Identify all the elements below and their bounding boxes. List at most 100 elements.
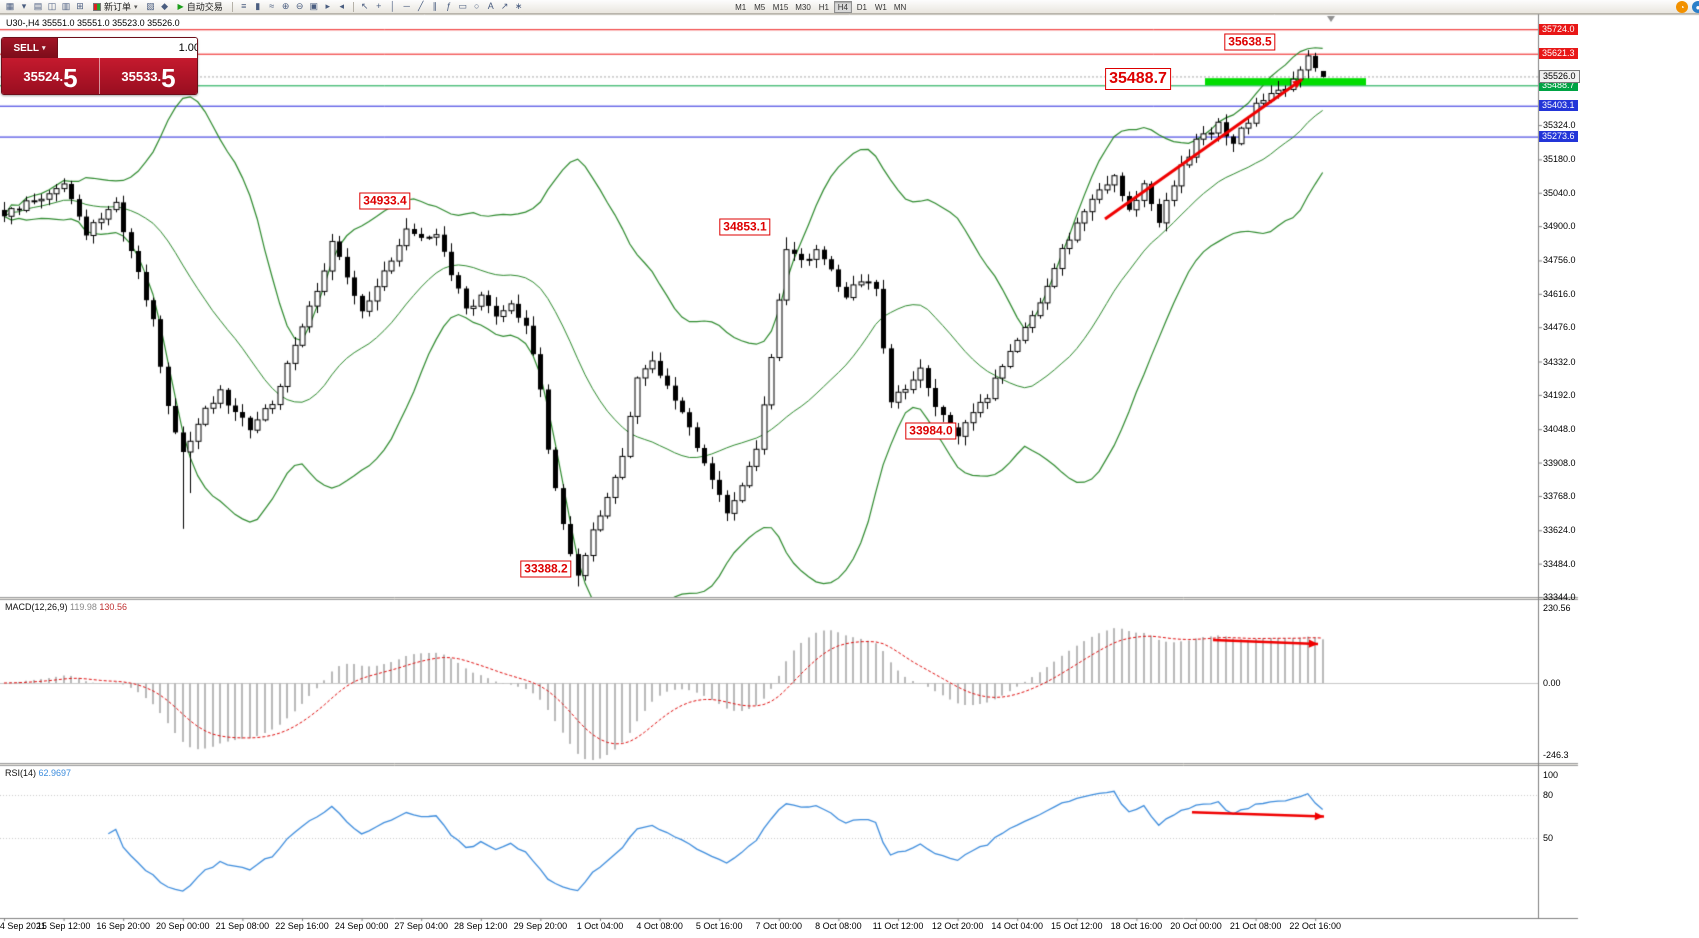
time-axis-label: 24 Sep 00:00 bbox=[334, 921, 389, 931]
time-axis-label: 12 Oct 20:00 bbox=[931, 921, 984, 931]
bars-chart-icon[interactable]: ≡ bbox=[241, 1, 247, 12]
caret-down-icon: ▾ bbox=[42, 45, 46, 52]
price-axis-label: 34192.0 bbox=[1543, 389, 1576, 400]
toolbar-tester-icons: ▧ ◆ bbox=[144, 1, 172, 13]
timeframe-button-m15[interactable]: M15 bbox=[772, 2, 789, 12]
price-divider bbox=[99, 58, 100, 94]
metaeditor-icon[interactable]: ◆ bbox=[161, 1, 168, 11]
price-annotation[interactable]: 34853.1 bbox=[719, 218, 771, 236]
cursor-icon[interactable]: ↖ bbox=[360, 1, 369, 12]
level-price-label: 35403.1 bbox=[1539, 100, 1578, 112]
text-icon[interactable]: A bbox=[487, 1, 494, 12]
timeframe-button-m30[interactable]: M30 bbox=[795, 2, 811, 12]
macd-indicator-label: MACD(12,26,9) 119.98 130.56 bbox=[5, 602, 127, 612]
price-annotation[interactable]: 33984.0 bbox=[905, 422, 957, 440]
level-price-label: 35488.7 bbox=[1539, 79, 1578, 91]
price-annotation[interactable]: 35488.7 bbox=[1105, 68, 1171, 91]
timeframe-button-h1[interactable]: H1 bbox=[818, 2, 829, 12]
timeframe-button-d1[interactable]: D1 bbox=[856, 2, 867, 12]
new-order-icon bbox=[93, 2, 101, 11]
arrow-tool-icon[interactable]: ↗ bbox=[500, 1, 509, 12]
time-axis-label: 21 Sep 08:00 bbox=[215, 921, 270, 931]
candles-chart-icon[interactable]: ▮ bbox=[255, 1, 261, 12]
price-axis-label: 33908.0 bbox=[1543, 457, 1576, 468]
time-axis-label: 21 Oct 08:00 bbox=[1229, 921, 1282, 931]
channel-icon[interactable]: ∥ bbox=[432, 1, 437, 12]
buy-price-big: 5 bbox=[161, 63, 176, 93]
timeframe-button-mn[interactable]: MN bbox=[893, 2, 907, 12]
rectangle-icon[interactable]: ▭ bbox=[458, 1, 467, 12]
volume-stepper: ▴ ▾ bbox=[57, 38, 197, 58]
time-axis-label: 28 Sep 12:00 bbox=[454, 921, 508, 931]
autotrading-button[interactable]: ▶ 自动交易 bbox=[173, 0, 228, 13]
price-annotation[interactable]: 33388.2 bbox=[520, 560, 572, 578]
time-axis-label: 8 Oct 08:00 bbox=[815, 921, 862, 931]
timeframe-button-h4[interactable]: H4 bbox=[833, 0, 852, 13]
crosshair-icon[interactable]: + bbox=[376, 1, 382, 12]
price-annotation[interactable]: 34933.4 bbox=[359, 192, 411, 210]
time-axis-label: 20 Oct 00:00 bbox=[1170, 921, 1222, 931]
market-watch-icon[interactable]: ▤ bbox=[33, 1, 43, 11]
new-order-button[interactable]: 新订单 ▾ bbox=[88, 0, 143, 13]
data-window-icon[interactable]: ◫ bbox=[47, 1, 57, 11]
volume-input[interactable] bbox=[58, 42, 197, 54]
macd-main-value: 119.98 bbox=[70, 602, 97, 612]
caret-down-icon: ▾ bbox=[134, 3, 138, 11]
time-axis-label: 18 Oct 16:00 bbox=[1110, 921, 1163, 931]
level-price-label: 35273.6 bbox=[1539, 131, 1578, 143]
price-axis-label: 33484.0 bbox=[1543, 558, 1576, 569]
strategy-tester-icon[interactable]: ▧ bbox=[146, 1, 155, 11]
price-axis-label: 35180.0 bbox=[1543, 154, 1576, 165]
toolbar-separator bbox=[231, 1, 233, 12]
buy-price[interactable]: 35533. 5 bbox=[100, 58, 197, 94]
profiles-icon[interactable]: ▾ bbox=[21, 1, 27, 11]
time-axis-label: 7 Oct 00:00 bbox=[755, 921, 803, 931]
fibonacci-icon[interactable]: ƒ bbox=[446, 1, 452, 12]
vertical-line-icon[interactable]: │ bbox=[389, 1, 396, 12]
price-axis-label: 34756.0 bbox=[1543, 255, 1576, 266]
auto-scroll-icon[interactable]: ▸ bbox=[325, 1, 330, 12]
time-axis-label: 14 Sep 2021 bbox=[0, 921, 46, 931]
time-axis-label: 11 Oct 12:00 bbox=[872, 921, 924, 931]
indicators-icon[interactable]: ∗ bbox=[514, 1, 523, 12]
time-axis-label: 29 Sep 20:00 bbox=[513, 921, 568, 931]
time-axis-label: 1 Oct 04:00 bbox=[576, 921, 624, 931]
navigator-icon[interactable]: ▥ bbox=[61, 1, 71, 11]
time-axis-label: 15 Oct 12:00 bbox=[1051, 921, 1103, 931]
tile-windows-icon[interactable]: ▣ bbox=[309, 1, 318, 12]
sell-button[interactable]: SELL ▾ bbox=[2, 38, 57, 58]
broker-badge-icon[interactable]: ◔ bbox=[1676, 1, 1688, 13]
current-price-label: 35526.0 bbox=[1539, 69, 1580, 83]
notification-badge-icon[interactable]: ● bbox=[1692, 1, 1699, 13]
sell-price[interactable]: 35524. 5 bbox=[2, 58, 99, 94]
macd-axis-label: -246.3 bbox=[1543, 750, 1569, 760]
line-chart-icon[interactable]: ≈ bbox=[269, 1, 275, 12]
toolbar-drawing-icons: ↖ + │ ─ ╱ ∥ ƒ ▭ ○ A ↗ ∗ bbox=[358, 0, 526, 13]
timeframe-button-m1[interactable]: M1 bbox=[735, 2, 747, 12]
price-axis-label: 34476.0 bbox=[1543, 322, 1576, 333]
price-annotation[interactable]: 35638.5 bbox=[1224, 33, 1276, 51]
timeframe-button-m5[interactable]: M5 bbox=[754, 2, 766, 12]
price-axis-label: 35324.0 bbox=[1543, 120, 1576, 131]
buy-price-main: 35533. bbox=[121, 69, 162, 84]
horizontal-line-icon[interactable]: ─ bbox=[403, 1, 410, 12]
rsi-value: 62.9697 bbox=[38, 768, 72, 778]
timeframe-button-w1[interactable]: W1 bbox=[874, 2, 887, 12]
terminal-icon[interactable]: ⊞ bbox=[76, 1, 84, 11]
price-axis-label: 33768.0 bbox=[1543, 490, 1576, 501]
time-axis-label: 22 Sep 16:00 bbox=[275, 921, 329, 931]
zoom-out-icon[interactable]: ⊖ bbox=[295, 1, 304, 12]
ellipse-icon[interactable]: ○ bbox=[473, 1, 480, 12]
price-axis-label: 34616.0 bbox=[1543, 288, 1576, 299]
chart-shift-icon[interactable]: ◂ bbox=[339, 1, 344, 12]
trendline-icon[interactable]: ╱ bbox=[417, 1, 424, 12]
zoom-in-icon[interactable]: ⊕ bbox=[281, 1, 290, 12]
macd-axis-label: 0.00 bbox=[1543, 678, 1561, 688]
time-axis-label: 20 Sep 00:00 bbox=[156, 921, 210, 931]
rsi-axis-label: 80 bbox=[1543, 790, 1554, 800]
time-axis-label: 5 Oct 16:00 bbox=[695, 921, 743, 931]
level-price-label: 35724.0 bbox=[1539, 23, 1578, 35]
new-chart-icon[interactable]: ▦ bbox=[5, 1, 15, 11]
sell-price-big: 5 bbox=[63, 63, 78, 93]
